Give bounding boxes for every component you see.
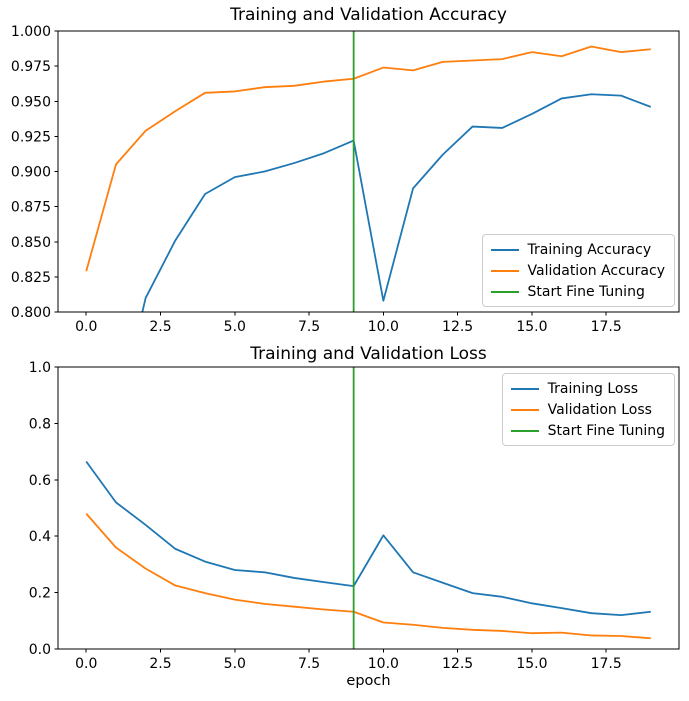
y-tick-label: 1.000: [11, 24, 51, 40]
series-line-training-loss: [85, 460, 651, 617]
loss-legend: Training Loss Validation Loss Start Fine T…: [501, 373, 675, 446]
y-tick-label: 0.850: [11, 235, 51, 251]
x-tick-label: 5.0: [224, 319, 246, 335]
accuracy-chart: 0.800 0.825 0.850 0.875 0.900 0.925 0.950 0.975…: [11, 24, 680, 335]
y-tick-label: 0.2: [29, 586, 51, 602]
accuracy-plot-area: [85, 31, 652, 312]
legend-line-sample: [510, 387, 539, 390]
x-tick-label: 15.0: [516, 319, 547, 335]
loss-chart-title: Training and Validation Loss: [250, 344, 487, 364]
legend-entry: Training Accuracy: [490, 241, 666, 258]
legend-label: Start Fine Tuning: [547, 422, 665, 439]
x-tick-label: 2.5: [149, 656, 171, 672]
legend-entry: Start Fine Tuning: [490, 283, 666, 300]
series-line-training-accuracy: [141, 93, 652, 312]
x-tick-label: 7.5: [298, 656, 320, 672]
legend-label: Validation Accuracy: [527, 262, 666, 279]
y-tick-label: 0.825: [11, 270, 51, 286]
loss-chart: 0.0 0.2 0.4 0.6 0.8 1.0 0.0 2.5 5.0 7.5 10.0 12.5 15…: [29, 360, 680, 672]
loss-axes-frame: [57, 366, 680, 650]
loss-plot-area: [85, 367, 651, 649]
legend-label: Training Accuracy: [527, 241, 652, 258]
series-line-validation-loss: [85, 513, 651, 640]
epoch-axis-label: epoch: [346, 673, 391, 689]
legend-label: Start Fine Tuning: [527, 283, 645, 300]
legend-label: Training Loss: [547, 380, 639, 397]
legend-line-sample: [490, 269, 519, 272]
accuracy-axes-frame: [57, 30, 680, 313]
x-tick-label: 17.5: [591, 656, 622, 672]
y-tick-label: 0.4: [29, 529, 51, 545]
accuracy-legend: Training Accuracy Validation Accuracy Star…: [481, 234, 675, 307]
x-tick-label: 10.0: [368, 656, 399, 672]
x-tick-label: 7.5: [298, 319, 320, 335]
y-tick-label: 1.0: [29, 360, 51, 376]
x-tick-label: 0.0: [75, 656, 97, 672]
legend-entry: Validation Loss: [510, 401, 665, 418]
legend-line-sample: [510, 429, 539, 432]
x-tick-label: 12.5: [442, 656, 473, 672]
y-tick-label: 0.900: [11, 165, 51, 181]
legend-label: Validation Loss: [547, 401, 652, 418]
y-tick-label: 0.975: [11, 59, 51, 75]
legend-line-sample: [490, 248, 519, 251]
x-tick-label: 12.5: [442, 319, 473, 335]
series-line-validation-accuracy: [85, 45, 651, 272]
x-tick-label: 17.5: [591, 319, 622, 335]
legend-line-sample: [510, 408, 539, 411]
legend-entry: Training Loss: [510, 380, 665, 397]
legend-entry: Validation Accuracy: [490, 262, 666, 279]
y-tick-label: 0.925: [11, 129, 51, 145]
x-tick-label: 15.0: [516, 656, 547, 672]
y-tick-label: 0.950: [11, 94, 51, 110]
y-tick-label: 0.0: [29, 642, 51, 658]
x-tick-label: 2.5: [149, 319, 171, 335]
y-tick-label: 0.8: [29, 416, 51, 432]
y-tick-label: 0.875: [11, 200, 51, 216]
x-tick-label: 10.0: [368, 319, 399, 335]
y-tick-label: 0.800: [11, 305, 51, 321]
x-tick-label: 0.0: [75, 319, 97, 335]
y-tick-label: 0.6: [29, 473, 51, 489]
accuracy-chart-title: Training and Validation Accuracy: [230, 5, 507, 25]
legend-line-sample: [490, 290, 519, 293]
x-tick-label: 5.0: [224, 656, 246, 672]
legend-entry: Start Fine Tuning: [510, 422, 665, 439]
